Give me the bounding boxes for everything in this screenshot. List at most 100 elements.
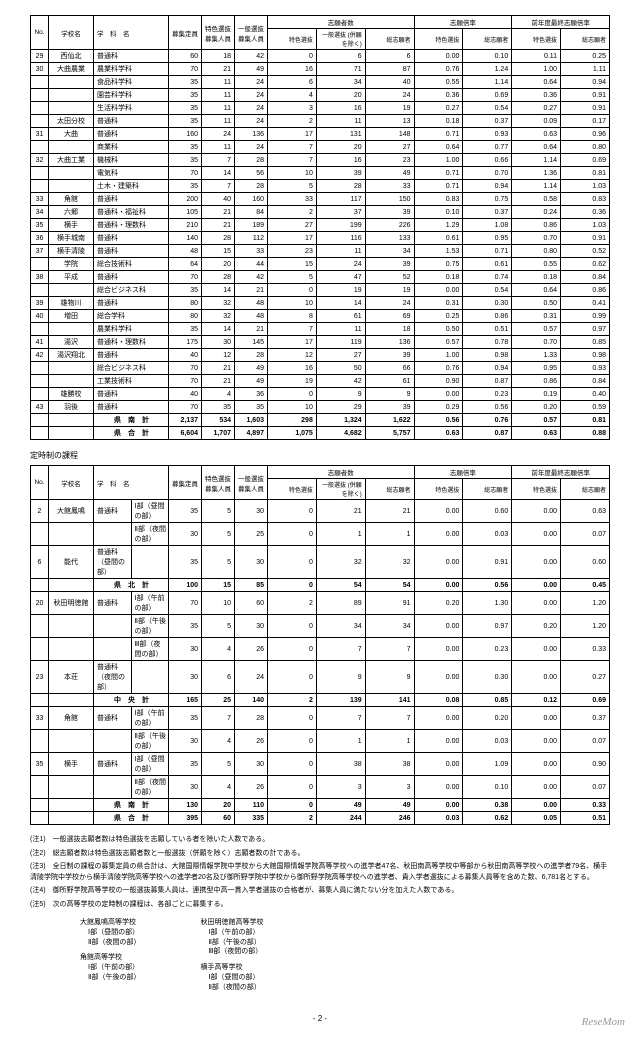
cell-value: 0.54	[463, 284, 512, 297]
cell-value: 25	[202, 694, 235, 707]
cell-value: 49	[365, 799, 414, 812]
cell-value: 119	[316, 336, 365, 349]
cell-value: 0.19	[512, 388, 561, 401]
table-row: 雄勝校普通科404360990.000.230.190.40	[31, 388, 610, 401]
cell-value: 140	[169, 232, 202, 245]
cell-no: 34	[31, 206, 49, 219]
cell-value: 7	[316, 638, 365, 661]
cell-value: 27	[365, 141, 414, 154]
cell-value: 226	[365, 219, 414, 232]
cell-value: 61	[316, 310, 365, 323]
cell-value: 246	[365, 812, 414, 825]
cell-value: 1.14	[463, 76, 512, 89]
cell-value: 48	[235, 297, 268, 310]
table-row: 県 北 計1001585054540.000.560.000.45	[31, 579, 610, 592]
cell-school: 学院	[49, 258, 94, 271]
cell-no	[31, 89, 49, 102]
cell-value: 7	[365, 638, 414, 661]
cell-value: 244	[316, 812, 365, 825]
note-text: 全日制の課程の募集定員の県合計は、大館国際情報学院中学校から大館国際情報学院高等…	[30, 863, 607, 881]
sub-school-part: Ⅱ部（夜間の部）	[200, 983, 263, 993]
cell-no: 40	[31, 310, 49, 323]
cell-value: 0.76	[463, 414, 512, 427]
hdr-ratio-spec: 特色選抜	[414, 29, 463, 50]
table-row: Ⅱ部（午後の部）35530034340.000.970.201.20	[31, 615, 610, 638]
cell-value: 189	[235, 219, 268, 232]
table-row: 33角館普通科20040160331171500.830.750.580.83	[31, 193, 610, 206]
cell-no	[31, 694, 49, 707]
table-row: 42湯沢翔北普通科4012281227391.000.981.330.98	[31, 349, 610, 362]
cell-dept: 電気科	[94, 167, 169, 180]
cell-value: 39	[365, 401, 414, 414]
cell-value: 2,137	[169, 414, 202, 427]
cell-value: 35	[169, 115, 202, 128]
cell-value: 1.08	[463, 219, 512, 232]
cell-dept: 普通科・福祉科	[94, 206, 169, 219]
cell-value: 91	[365, 592, 414, 615]
table-row: 2大館鳳鳴普通科Ⅰ部（昼間の部）35530021210.000.600.000.…	[31, 500, 610, 523]
cell-value: 38	[316, 753, 365, 776]
cell-dept	[94, 638, 132, 661]
cell-school: 湯沢翔北	[49, 349, 94, 362]
cell-value: 21	[202, 362, 235, 375]
page-number: - 2 -	[30, 1014, 610, 1023]
cell-value: 15	[202, 579, 235, 592]
cell-value: 0.05	[512, 812, 561, 825]
cell-no: 6	[31, 546, 49, 579]
table-row: 41湯沢普通科・理数科17530145171191360.570.780.700…	[31, 336, 610, 349]
cell-value: 16	[268, 63, 317, 76]
cell-value: 39	[365, 258, 414, 271]
cell-value: 0.51	[561, 812, 610, 825]
cell-value: 70	[169, 401, 202, 414]
cell-value: 0.00	[414, 730, 463, 753]
cell-value: 24	[235, 115, 268, 128]
cell-value: 0	[268, 615, 317, 638]
sub-school-block: 秋田明徳館高等学校Ⅰ部（午前の部）Ⅱ部（午後の部）Ⅲ部（夜間の部）	[200, 918, 263, 957]
cell-value: 1.09	[463, 753, 512, 776]
cell-dept: 普通科（昼間の部）	[94, 546, 132, 579]
cell-value: 0.91	[561, 232, 610, 245]
cell-value: 70	[169, 592, 202, 615]
logo: ReseMom	[582, 1016, 625, 1028]
cell-school	[49, 414, 94, 427]
cell-value: 0.90	[414, 375, 463, 388]
table-row: 40増田総合学科803248861690.250.860.310.99	[31, 310, 610, 323]
cell-dept	[94, 730, 132, 753]
cell-value: 0.00	[414, 776, 463, 799]
cell-value: 2	[268, 206, 317, 219]
cell-value: 35	[169, 154, 202, 167]
cell-value: 10	[202, 592, 235, 615]
hdr-special: 特色選抜 募集人員	[202, 16, 235, 50]
table-row: 30大曲農業農業科学科7021491671870.761.241.001.11	[31, 63, 610, 76]
cell-value: 1.03	[561, 180, 610, 193]
cell-value: 18	[365, 323, 414, 336]
cell-value: 35	[169, 284, 202, 297]
cell-value: 1.20	[561, 592, 610, 615]
cell-sub	[131, 661, 169, 694]
cell-no: 32	[31, 154, 49, 167]
cell-value: 3	[365, 776, 414, 799]
cell-school: 大曲農業	[49, 63, 94, 76]
cell-value: 60	[202, 812, 235, 825]
table-row: 38平成普通科702842547520.180.740.180.84	[31, 271, 610, 284]
cell-value: 0.99	[561, 310, 610, 323]
cell-value: 42	[235, 50, 268, 63]
cell-sub: Ⅰ部（午前の部）	[131, 707, 169, 730]
hdr2-dept: 学 科 名	[94, 466, 169, 500]
cell-value: 24	[365, 297, 414, 310]
hdr-prev-spec: 特色選抜	[512, 29, 561, 50]
cell-school	[49, 102, 94, 115]
cell-school	[49, 141, 94, 154]
hdr2-no: No.	[31, 466, 49, 500]
cell-value: 0.00	[414, 50, 463, 63]
cell-value: 112	[235, 232, 268, 245]
cell-value: 66	[365, 362, 414, 375]
cell-school: 平成	[49, 271, 94, 284]
cell-value: 0.64	[512, 284, 561, 297]
note-item: (注4) 御所野学院高等学校の一般選抜募集人員は、連携型中高一貫入学者選抜の合格…	[30, 886, 610, 897]
table-row: 県 合 計3956033522442460.030.620.050.51	[31, 812, 610, 825]
hdr-prev-tot: 総志願者	[561, 29, 610, 50]
cell-value: 130	[169, 799, 202, 812]
cell-school	[49, 362, 94, 375]
cell-value: 0.57	[512, 414, 561, 427]
